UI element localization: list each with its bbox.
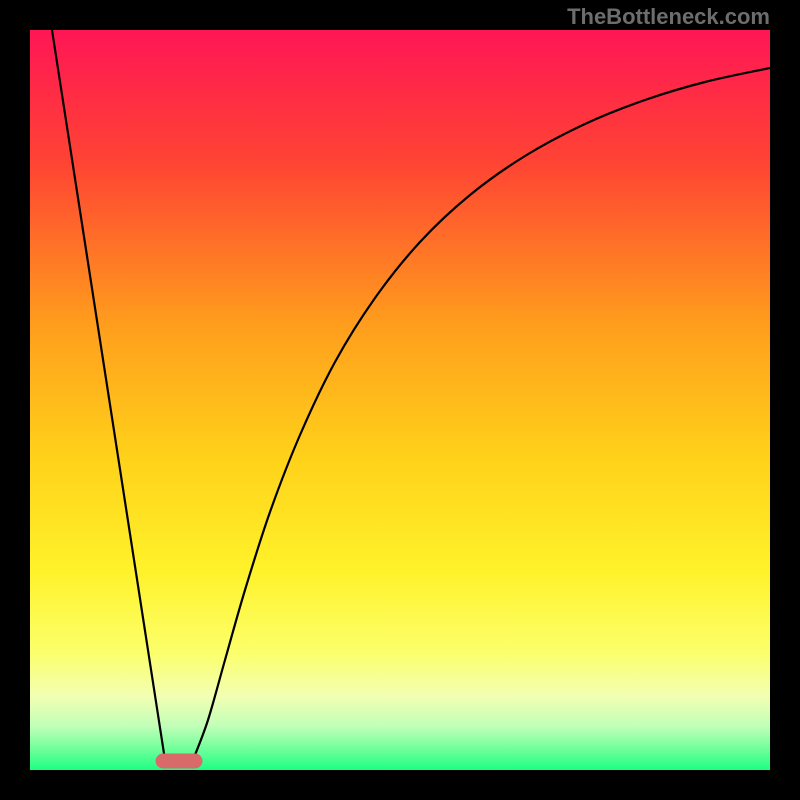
chart-frame: TheBottleneck.com (0, 0, 800, 800)
plot-background (30, 30, 770, 770)
watermark-text: TheBottleneck.com (567, 4, 770, 30)
plot-area (30, 30, 770, 770)
plot-svg (30, 30, 770, 770)
minimum-marker (156, 754, 202, 768)
